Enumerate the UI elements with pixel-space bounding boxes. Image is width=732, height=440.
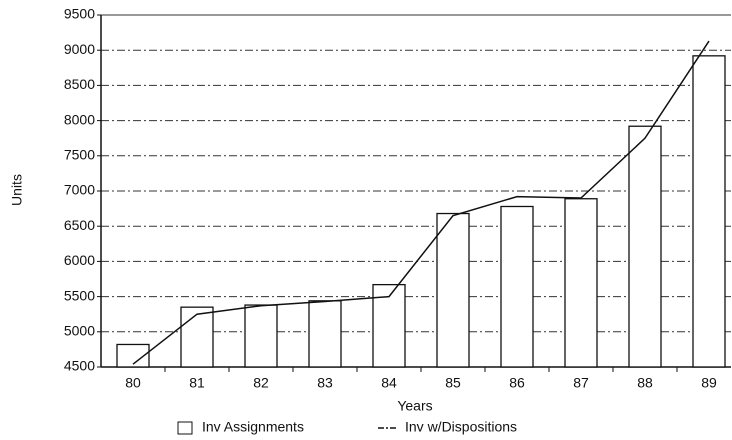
bar xyxy=(436,212,470,368)
x-tick-label: 89 xyxy=(701,375,717,391)
x-tick-label: 86 xyxy=(509,375,525,391)
bar xyxy=(180,306,214,368)
x-tick-label: 80 xyxy=(125,375,141,391)
y-tick-label: 5000 xyxy=(64,323,95,339)
bar xyxy=(628,125,662,368)
bar xyxy=(372,283,406,368)
line xyxy=(132,40,710,365)
bar xyxy=(500,205,534,368)
x-tick-label: 87 xyxy=(573,375,589,391)
y-axis-label: Units xyxy=(9,174,25,206)
y-tick-label: 9000 xyxy=(64,41,95,57)
legend-label: Inv Assignments xyxy=(202,419,304,435)
x-tick-label: 83 xyxy=(317,375,333,391)
y-tick-label: 7500 xyxy=(64,147,95,163)
x-tick-label: 81 xyxy=(189,375,205,391)
bar xyxy=(244,304,278,368)
y-tick-label: 8500 xyxy=(64,76,95,92)
x-tick-label: 84 xyxy=(381,375,397,391)
bar xyxy=(564,198,598,368)
y-tick-label: 9500 xyxy=(64,6,95,22)
bar xyxy=(116,343,150,368)
x-tick-label: 82 xyxy=(253,375,269,391)
bar xyxy=(692,55,726,368)
y-tick-label: 7000 xyxy=(64,182,95,198)
y-tick-label: 4500 xyxy=(64,358,95,374)
y-tick-label: 5500 xyxy=(64,287,95,303)
x-axis-label: Years xyxy=(397,398,432,414)
legend-swatch xyxy=(177,421,193,435)
y-tick-label: 6500 xyxy=(64,217,95,233)
y-tick-label: 6000 xyxy=(64,252,95,268)
bar xyxy=(308,300,342,368)
y-tick-label: 8000 xyxy=(64,111,95,127)
x-tick-label: 88 xyxy=(637,375,653,391)
legend-label: Inv w/Dispositions xyxy=(405,419,517,435)
x-tick-label: 85 xyxy=(445,375,461,391)
